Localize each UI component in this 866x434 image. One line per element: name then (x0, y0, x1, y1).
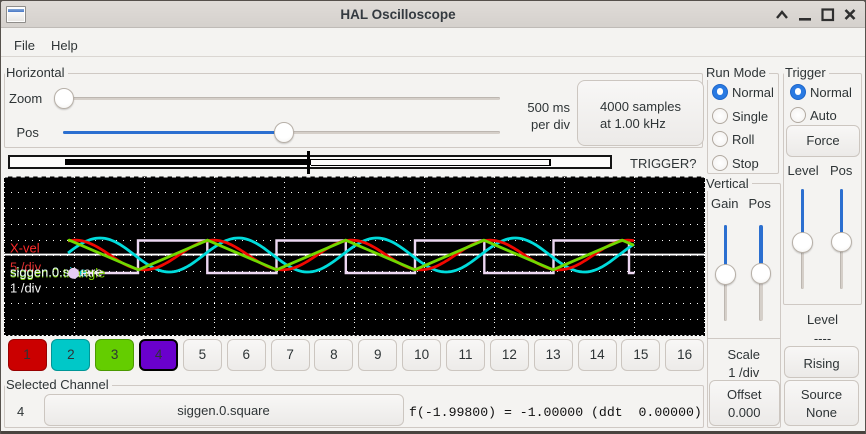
svg-text:X-vel: X-vel (10, 241, 40, 256)
svg-text:1 /div: 1 /div (10, 281, 42, 296)
svg-text:siggen.0.sine: siggen.0.sine (10, 265, 87, 280)
svg-text:siggen.0.triangle: siggen.0.triangle (10, 266, 105, 281)
svg-text:siggen.0.square: siggen.0.square (10, 265, 103, 280)
svg-text:5 /div: 5 /div (10, 260, 42, 275)
